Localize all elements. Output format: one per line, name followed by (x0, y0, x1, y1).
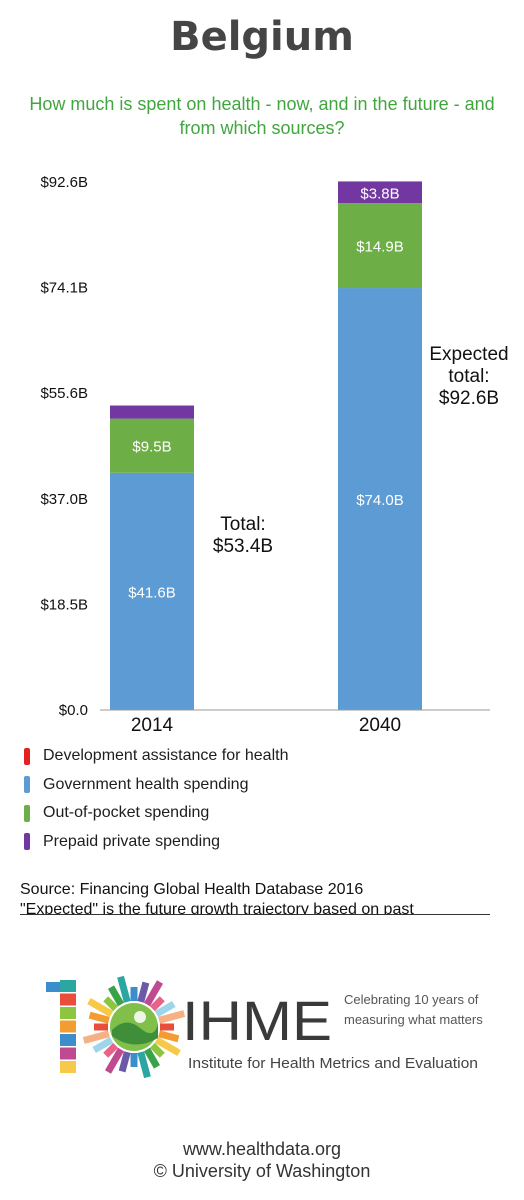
legend-label: Out-of-pocket spending (43, 804, 210, 822)
y-tick-label: $37.0B (40, 491, 88, 508)
bar-segment (338, 181, 422, 204)
total-label: Expected (429, 344, 508, 365)
x-tick-label: 2014 (131, 715, 174, 736)
bar-segment (110, 405, 194, 419)
total-label: $53.4B (213, 536, 273, 557)
y-tick-label: $74.1B (40, 279, 88, 296)
bar-value-label: $14.9B (356, 239, 404, 256)
chart-subtitle: How much is spent on health - now, and i… (29, 94, 495, 138)
y-tick-label: $0.0 (59, 702, 88, 719)
legend-swatch (24, 833, 30, 851)
y-axis: $0.0 $18.5B $37.0B $55.6B $74.1B $92.6B (40, 174, 88, 719)
logo-tagline-1: Celebrating 10 years of (344, 992, 479, 1007)
total-label: total: (448, 366, 489, 387)
source-line-1: Source: Financing Global Health Database… (20, 881, 364, 898)
bar-segment (338, 203, 422, 289)
y-tick-label: $18.5B (40, 597, 88, 614)
bar-value-label: $9.5B (132, 439, 171, 456)
source-note: Source: Financing Global Health Database… (20, 880, 490, 915)
legend-label: Development assistance for health (43, 747, 289, 765)
legend-swatch (24, 776, 30, 794)
legend-item: Development assistance for health (24, 742, 288, 771)
bars-group (110, 181, 422, 710)
total-label: Total: (220, 514, 265, 535)
legend-label: Prepaid private spending (43, 832, 221, 850)
legend-swatch (24, 804, 30, 822)
logo-acronym: IHME (182, 989, 332, 1052)
source-line-2: "Expected" is the future growth trajecto… (20, 901, 414, 915)
y-tick-label: $55.6B (40, 385, 88, 402)
bar-value-label: $74.0B (356, 492, 404, 509)
stacked-bar-chart: $0.0 $18.5B $37.0B $55.6B $74.1B $92.6B $41.6… (40, 174, 509, 736)
bar-segment (338, 288, 422, 710)
y-tick-label: $92.6B (40, 174, 88, 191)
ihme-logo: IHME Celebrating 10 years of measuring w… (46, 975, 483, 1079)
footer-copyright: © University of Washington (153, 1161, 371, 1181)
bar-value-label: $41.6B (128, 584, 176, 601)
x-tick-label: 2040 (359, 715, 401, 736)
legend-label: Government health spending (43, 775, 249, 793)
footer: www.healthdata.org © University of Washi… (0, 1138, 524, 1182)
bar-segment (110, 418, 194, 473)
bar-labels-group: $41.6B $9.5B $74.0B $14.9B $3.8B (128, 185, 404, 601)
legend: Development assistance for health Governm… (24, 742, 288, 856)
bar-segment (110, 472, 194, 710)
total-label: $92.6B (439, 388, 499, 409)
footer-url[interactable]: www.healthdata.org (182, 1139, 342, 1159)
legend-item: Government health spending (24, 771, 288, 800)
legend-item: Out-of-pocket spending (24, 799, 288, 828)
legend-swatch (24, 747, 30, 765)
page-title: Belgium (170, 14, 354, 60)
bar-value-label: $3.8B (360, 185, 399, 202)
logo-institute-name: Institute for Health Metrics and Evaluat… (188, 1055, 478, 1072)
x-axis: 2014 2040 (131, 715, 401, 736)
sunburst-icon (46, 975, 186, 1079)
logo-tagline-2: measuring what matters (344, 1012, 483, 1027)
legend-item: Prepaid private spending (24, 828, 288, 857)
